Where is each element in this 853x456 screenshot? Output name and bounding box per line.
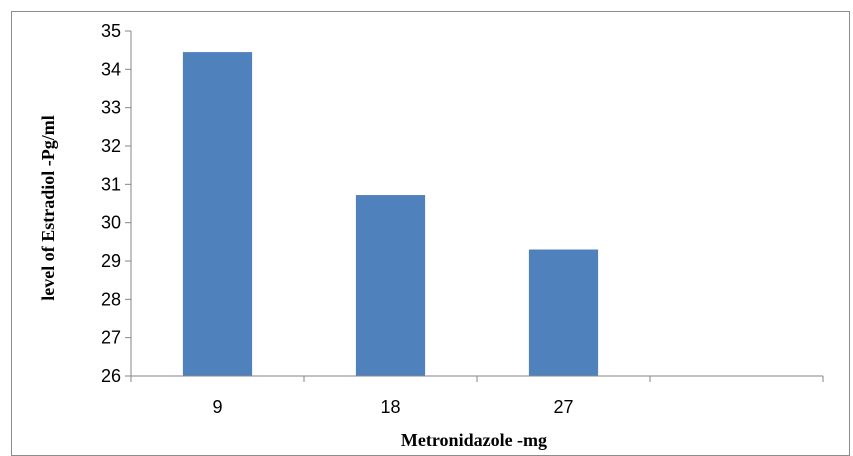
y-tick-label: 34 <box>101 59 121 79</box>
x-tick-label: 9 <box>212 397 222 417</box>
bar <box>528 249 599 376</box>
y-tick-label: 30 <box>101 213 121 233</box>
x-tick-label: 18 <box>380 397 400 417</box>
x-axis-title: Metronidazole -mg <box>401 430 547 450</box>
chart-frame <box>11 11 850 456</box>
y-tick-label: 33 <box>101 98 121 118</box>
y-tick-label: 27 <box>101 328 121 348</box>
y-tick-label: 32 <box>101 136 121 156</box>
bars-group <box>182 52 599 376</box>
x-tick-label: 27 <box>553 397 573 417</box>
bar <box>182 52 253 376</box>
y-tick-label: 26 <box>101 366 121 386</box>
y-tick-label: 29 <box>101 251 121 271</box>
bar <box>355 195 426 376</box>
y-tick-label: 35 <box>101 21 121 41</box>
y-axis-ticks: 26 27 28 29 30 31 32 33 34 35 <box>101 21 131 386</box>
x-axis-ticks: 9 18 27 <box>130 376 824 417</box>
y-tick-label: 28 <box>101 289 121 309</box>
y-axis-title: level of Estradiol -Pg/ml <box>38 115 58 300</box>
y-tick-label: 31 <box>101 174 121 194</box>
